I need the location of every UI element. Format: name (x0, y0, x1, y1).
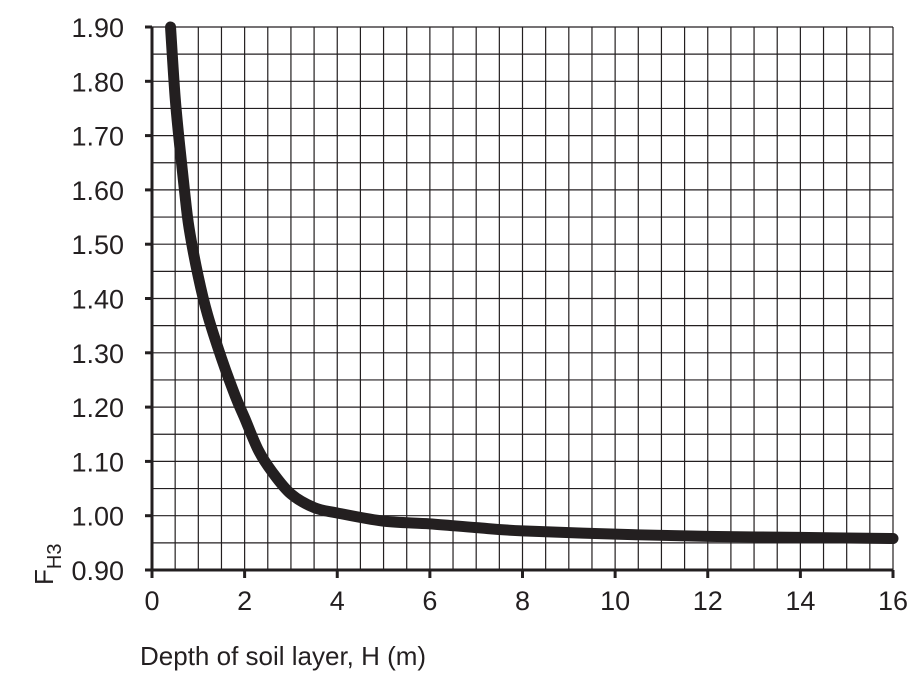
tick-labels: 0 2 4 6 8 10 12 14 16 0.90 1.00 1.10 1.20 1.30 1.40 1.5… (71, 13, 908, 616)
y-tick-label: 1.10 (71, 447, 124, 477)
x-tick-label: 10 (600, 586, 630, 616)
x-tick-label: 2 (237, 586, 252, 616)
y-tick-label: 1.40 (71, 285, 124, 315)
series-group (165, 21, 899, 545)
grid (151, 26, 894, 571)
y-tick-label: 1.80 (71, 67, 124, 97)
x-tick-label: 16 (878, 586, 908, 616)
y-tick-label: 1.90 (71, 13, 124, 43)
x-tick-label: 14 (785, 586, 815, 616)
y-tick-label: 0.90 (71, 556, 124, 586)
x-tick-label: 4 (330, 586, 345, 616)
y-tick-label: 1.70 (71, 122, 124, 152)
x-axis-title: Depth of soil layer, H (m) (140, 641, 426, 671)
y-tick-label: 1.50 (71, 230, 124, 260)
y-tick-label: 1.00 (71, 502, 124, 532)
y-tick-label: 1.60 (71, 176, 124, 206)
x-tick-label: 12 (693, 586, 723, 616)
y-axis-title-subscript: H3 (44, 544, 66, 570)
y-tick-label: 1.20 (71, 393, 124, 423)
axes (145, 25, 895, 578)
x-tick-label: 0 (144, 586, 159, 616)
series-line (165, 21, 899, 545)
x-tick-label: 6 (422, 586, 437, 616)
y-axis-title: FH3 (29, 544, 66, 585)
x-tick-label: 8 (515, 586, 530, 616)
y-tick-label: 1.30 (71, 339, 124, 369)
y-axis-title-main: F (29, 569, 59, 585)
